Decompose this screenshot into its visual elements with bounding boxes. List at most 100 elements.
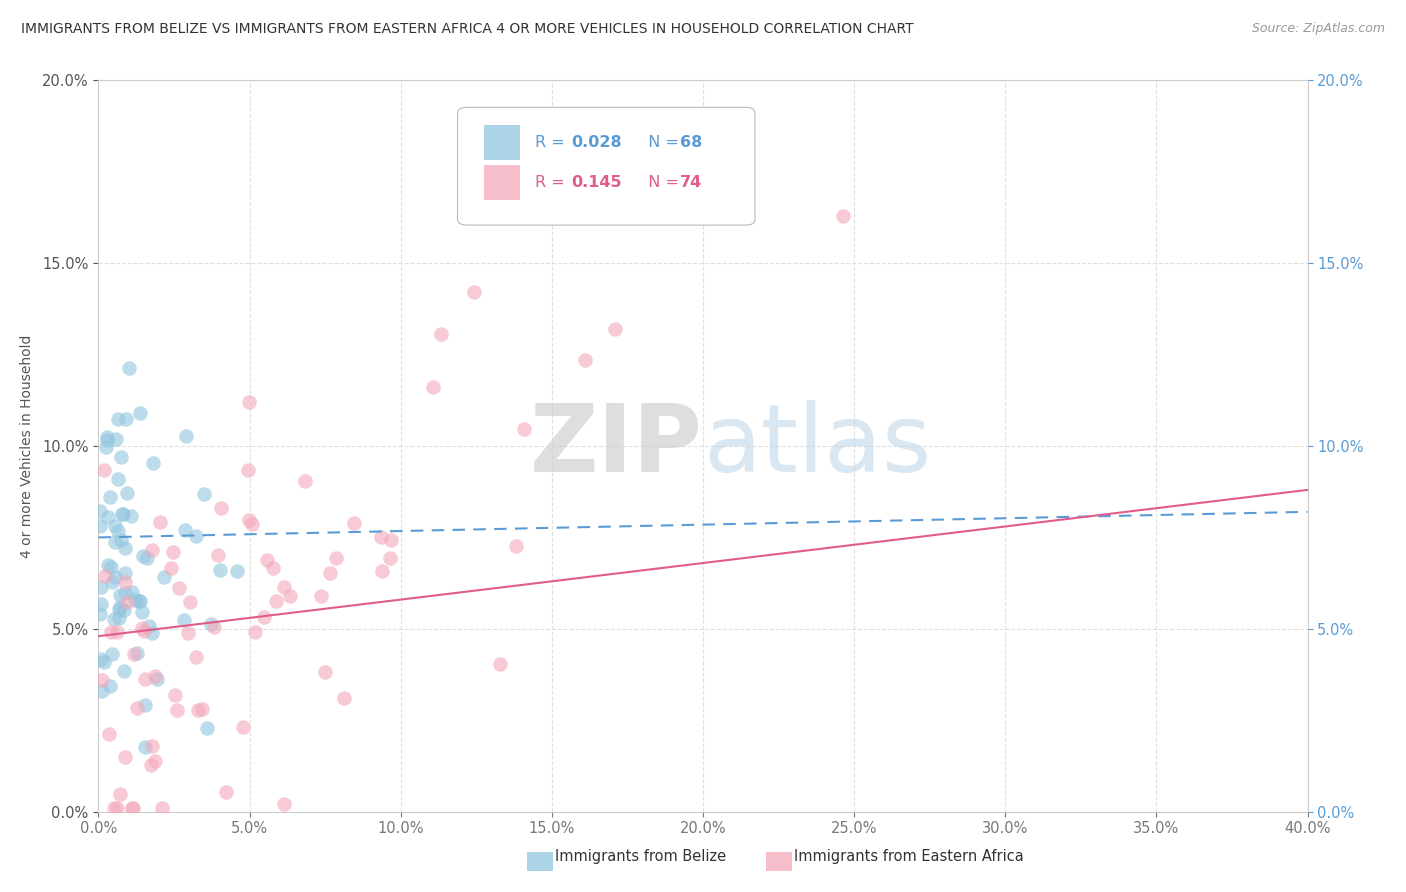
Point xyxy=(104,535,127,549)
Point xyxy=(112,603,135,617)
Point xyxy=(115,412,138,426)
Point xyxy=(319,566,342,580)
Point xyxy=(315,665,337,680)
Point xyxy=(120,509,142,524)
Point xyxy=(121,801,143,815)
Point xyxy=(101,574,124,589)
Point xyxy=(200,616,222,631)
Point xyxy=(117,486,139,500)
Text: 0.028: 0.028 xyxy=(571,135,621,150)
Point xyxy=(143,754,166,768)
Point xyxy=(108,788,131,802)
Text: 68: 68 xyxy=(681,135,702,150)
Point xyxy=(105,625,128,640)
Point xyxy=(90,652,112,666)
Text: Immigrants from Belize: Immigrants from Belize xyxy=(555,849,727,863)
Point xyxy=(134,698,156,712)
Point xyxy=(104,570,127,584)
FancyBboxPatch shape xyxy=(457,107,755,225)
Point xyxy=(252,610,274,624)
Point xyxy=(160,560,183,574)
Point xyxy=(117,595,139,609)
Point xyxy=(236,462,259,476)
Point xyxy=(114,586,136,600)
Point xyxy=(380,551,402,566)
Point xyxy=(103,612,125,626)
Point xyxy=(225,564,247,578)
Point xyxy=(124,593,146,607)
Point xyxy=(463,285,485,299)
Point xyxy=(110,450,132,464)
Point xyxy=(128,594,150,608)
Point xyxy=(238,395,260,409)
Point xyxy=(273,797,295,812)
Point xyxy=(177,625,200,640)
Text: R =: R = xyxy=(534,175,569,190)
Point xyxy=(98,727,121,741)
Point xyxy=(240,516,263,531)
Point xyxy=(179,595,201,609)
Point xyxy=(146,672,169,686)
Point xyxy=(195,721,218,735)
Point xyxy=(134,739,156,754)
Point xyxy=(309,590,332,604)
Point xyxy=(243,625,266,640)
Point xyxy=(89,607,111,621)
Bar xyxy=(484,165,520,200)
Text: atlas: atlas xyxy=(703,400,931,492)
Point xyxy=(148,515,170,529)
Point xyxy=(105,801,128,815)
Point xyxy=(238,513,260,527)
Point xyxy=(136,551,159,566)
Point xyxy=(93,463,115,477)
Point xyxy=(187,703,209,717)
Point xyxy=(89,519,111,533)
Point xyxy=(132,549,155,563)
Point xyxy=(256,553,278,567)
Point xyxy=(150,801,173,815)
Point xyxy=(143,669,166,683)
Point xyxy=(131,605,153,619)
Point xyxy=(122,648,145,662)
Point xyxy=(97,510,120,524)
Point xyxy=(690,156,713,170)
Point xyxy=(202,620,225,634)
Point xyxy=(104,432,127,446)
Point xyxy=(207,548,229,562)
Point xyxy=(174,429,197,443)
Point xyxy=(371,564,394,578)
Point xyxy=(104,519,127,533)
Text: 0.145: 0.145 xyxy=(571,175,621,190)
Point xyxy=(325,551,347,566)
Point xyxy=(101,647,124,661)
Point xyxy=(90,683,112,698)
Point xyxy=(186,650,208,665)
Point xyxy=(264,594,287,608)
Point xyxy=(114,541,136,555)
Point xyxy=(294,474,316,488)
Point xyxy=(100,559,122,574)
Point xyxy=(128,593,150,607)
Point xyxy=(215,785,238,799)
Point xyxy=(94,569,117,583)
Point xyxy=(98,679,121,693)
Point xyxy=(333,690,356,705)
Point xyxy=(121,585,143,599)
Point xyxy=(114,575,136,590)
Point xyxy=(91,673,114,688)
Text: ZIP: ZIP xyxy=(530,400,703,492)
Text: R =: R = xyxy=(534,135,569,150)
Point xyxy=(422,380,444,394)
Text: N =: N = xyxy=(638,175,683,190)
Point xyxy=(97,558,120,573)
Point xyxy=(142,456,165,470)
Point xyxy=(107,524,129,539)
Point xyxy=(605,322,627,336)
Text: Source: ZipAtlas.com: Source: ZipAtlas.com xyxy=(1251,22,1385,36)
Point xyxy=(108,602,131,616)
Point xyxy=(167,581,190,595)
Point xyxy=(112,664,135,678)
Point xyxy=(111,507,134,521)
Point xyxy=(513,422,536,436)
Point xyxy=(190,702,212,716)
